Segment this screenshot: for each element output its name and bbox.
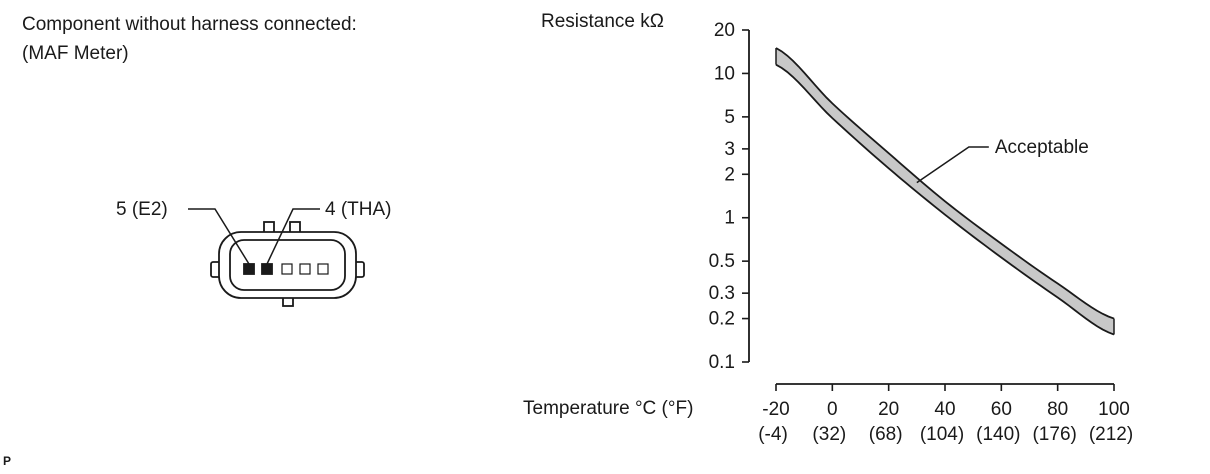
y-tick-label: 1: [724, 208, 735, 229]
x-tick-label: 20: [878, 399, 899, 420]
x-tick-sublabel: (212): [1089, 424, 1133, 445]
x-tick-sublabel: (140): [976, 424, 1020, 445]
pin-tha-label: 4 (THA): [325, 199, 392, 220]
x-tick-sublabel: (32): [812, 424, 846, 445]
x-tick-sublabel: (-4): [758, 424, 788, 445]
y-tick-label: 0.2: [709, 309, 735, 330]
pin-4-tha: [261, 263, 273, 275]
pin-5-e2: [243, 263, 255, 275]
connector-inner: [229, 239, 346, 291]
connector-subtitle: (MAF Meter): [22, 43, 129, 64]
y-tick-label: 20: [714, 20, 735, 41]
y-axis-label: Resistance kΩ: [541, 11, 664, 32]
acceptable-lower-line: [775, 63, 1115, 336]
annotation-leader: [916, 146, 989, 184]
corner-mark: P: [3, 454, 12, 468]
x-tick-label: 80: [1047, 399, 1068, 420]
x-tick-label: -20: [762, 399, 789, 420]
y-tick-label: 0.3: [709, 283, 735, 304]
pin-1: [317, 263, 329, 275]
pin-3: [281, 263, 293, 275]
leader-e2: [188, 208, 250, 265]
connector-title: Component without harness connected:: [22, 14, 357, 35]
connector-diagram: [188, 208, 365, 307]
pin-2: [299, 263, 311, 275]
x-tick-label: 100: [1098, 399, 1130, 420]
acceptable-band: [776, 48, 1114, 335]
y-tick-label: 0.5: [709, 251, 735, 272]
y-tick-label: 0.1: [709, 352, 735, 373]
y-tick-label: 3: [724, 139, 735, 160]
y-tick-label: 5: [724, 107, 735, 128]
x-tick-label: 40: [934, 399, 955, 420]
x-axis-label: Temperature °C (°F): [523, 398, 694, 419]
y-tick-label: 10: [714, 63, 735, 84]
x-tick-label: 0: [827, 399, 838, 420]
leader-tha: [266, 208, 320, 265]
resistance-chart: 20 10 5 3 2 1 0.5 0.3 0.2 0.1 -20 (-4) 0 (32) 20 (68) 40…: [709, 20, 1134, 445]
pin-e2-label: 5 (E2): [116, 199, 168, 220]
x-tick-sublabel: (68): [869, 424, 903, 445]
acceptable-upper-line: [775, 47, 1115, 320]
annotation-label: Acceptable: [995, 137, 1089, 158]
x-tick-sublabel: (104): [920, 424, 964, 445]
x-tick-sublabel: (176): [1032, 424, 1076, 445]
y-tick-label: 2: [724, 164, 735, 185]
x-tick-label: 60: [991, 399, 1012, 420]
